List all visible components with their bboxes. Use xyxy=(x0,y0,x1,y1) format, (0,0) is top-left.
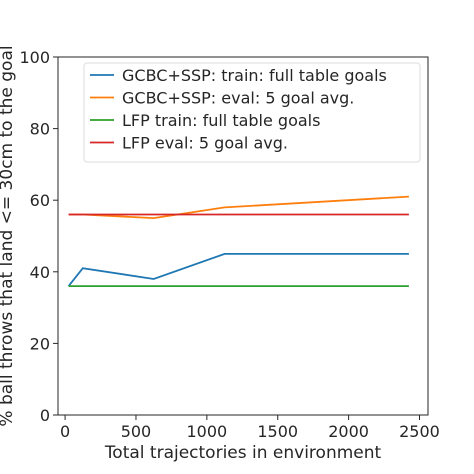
legend-entry: LFP train: full table goals xyxy=(122,111,320,130)
y-tick-label: 80 xyxy=(30,120,50,139)
x-tick-label: 1000 xyxy=(186,422,227,441)
series-layer xyxy=(67,195,409,288)
y-tick-label: 40 xyxy=(30,263,50,282)
x-tick-label: 0 xyxy=(60,422,70,441)
legend-entry: GCBC+SSP: eval: 5 goal avg. xyxy=(122,89,354,108)
legend: GCBC+SSP: train: full table goals GCBC+SS… xyxy=(83,62,421,163)
series-line-0 xyxy=(67,252,409,287)
y-tick-label: 0 xyxy=(40,406,50,425)
legend-entry: LFP eval: 5 goal avg. xyxy=(122,134,288,153)
y-tick-label: 20 xyxy=(30,334,50,353)
y-tick-label: 60 xyxy=(30,191,50,210)
x-tick-label: 1500 xyxy=(257,422,298,441)
legend-entry: GCBC+SSP: train: full table goals xyxy=(122,66,387,85)
x-axis: 0 500 1000 1500 2000 2500 xyxy=(60,415,440,441)
y-axis: 0 20 40 60 80 100 xyxy=(19,48,58,425)
x-tick-label: 2000 xyxy=(328,422,369,441)
x-tick-label: 500 xyxy=(121,422,152,441)
y-axis-label: % ball throws that land <= 30cm to the g… xyxy=(0,45,17,426)
x-axis-label: Total trajectories in environment xyxy=(104,443,382,463)
legend-box xyxy=(83,62,421,163)
x-tick-label: 2500 xyxy=(399,422,440,441)
y-tick-label: 100 xyxy=(19,48,50,67)
